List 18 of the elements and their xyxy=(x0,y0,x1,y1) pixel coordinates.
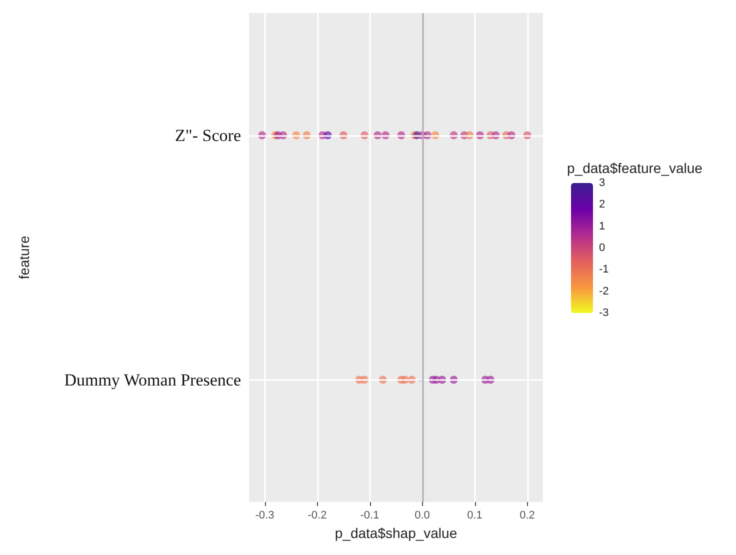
y-tick-label: Dummy Woman Presence xyxy=(64,370,241,390)
color-bar-label: -1 xyxy=(599,264,609,276)
color-bar-title: p_data$feature_value xyxy=(567,160,703,176)
color-bar-label: 0 xyxy=(599,242,606,254)
x-tick-label: -0.3 xyxy=(255,510,274,522)
x-tick-label: -0.2 xyxy=(308,510,327,522)
y-tick-label: Z"- Score xyxy=(175,126,241,145)
color-bar-label: -2 xyxy=(599,285,609,298)
y-axis-title: feature xyxy=(16,235,32,280)
color-bar-label: -3 xyxy=(599,307,609,319)
x-axis-title: p_data$shap_value xyxy=(334,525,458,541)
color-bar-label: 3 xyxy=(599,177,606,189)
color-bar-label: 2 xyxy=(599,198,606,211)
x-tick-label: 0.1 xyxy=(467,510,482,522)
x-tick-label: -0.1 xyxy=(360,510,380,522)
x-tick-label: 0.0 xyxy=(414,510,430,522)
color-bar-label: 1 xyxy=(599,220,606,232)
x-tick-label: 0.2 xyxy=(520,510,535,522)
